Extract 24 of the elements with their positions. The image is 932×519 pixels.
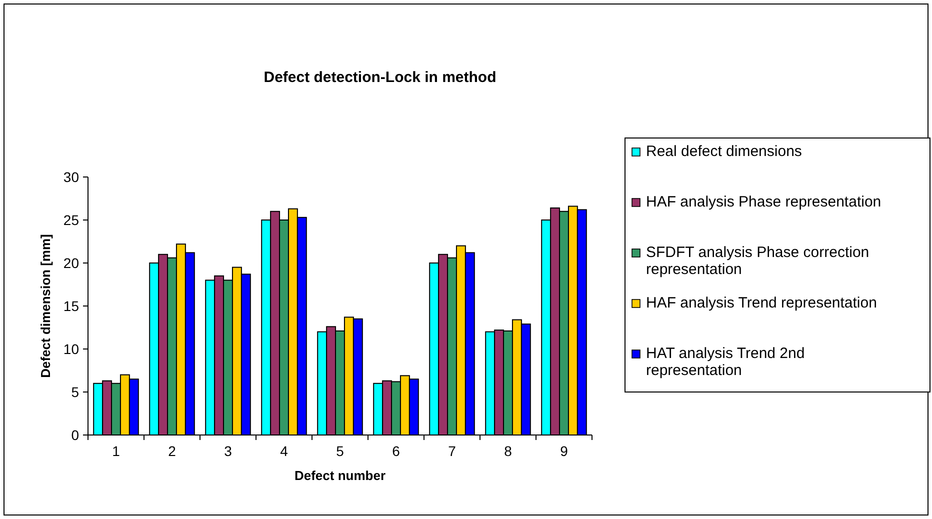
x-tick-label: 7 [448,443,456,459]
x-tick-label: 6 [392,443,400,459]
x-tick-label: 2 [168,443,176,459]
y-tick-label: 0 [71,427,80,443]
y-tick-label: 15 [63,298,80,314]
x-tick-label: 8 [504,443,512,459]
x-tick-label: 4 [280,443,288,459]
y-axis-title: Defect dimension [mm] [38,234,53,378]
y-tick-label: 10 [63,341,80,357]
x-tick-label: 3 [224,443,232,459]
x-tick-label: 1 [112,443,120,459]
legend-label: HAT analysis Trend 2nd representation [646,345,805,379]
x-tick-label: 9 [560,443,568,459]
y-tick-label: 30 [63,169,80,185]
chart-title: Defect detection-Lock in method [264,69,496,86]
y-tick-label: 25 [63,212,80,228]
legend-label: HAF analysis Trend representation [646,294,877,312]
legend-label: SFDFT analysis Phase correction representation [646,244,870,278]
x-tick-label: 5 [336,443,344,459]
y-tick-label: 20 [63,255,80,271]
x-axis-title: Defect number [294,468,386,483]
legend-label: HAF analysis Phase representation [646,194,882,210]
legend-label: Real defect dimensions [646,143,802,160]
y-tick-label: 5 [71,384,80,400]
